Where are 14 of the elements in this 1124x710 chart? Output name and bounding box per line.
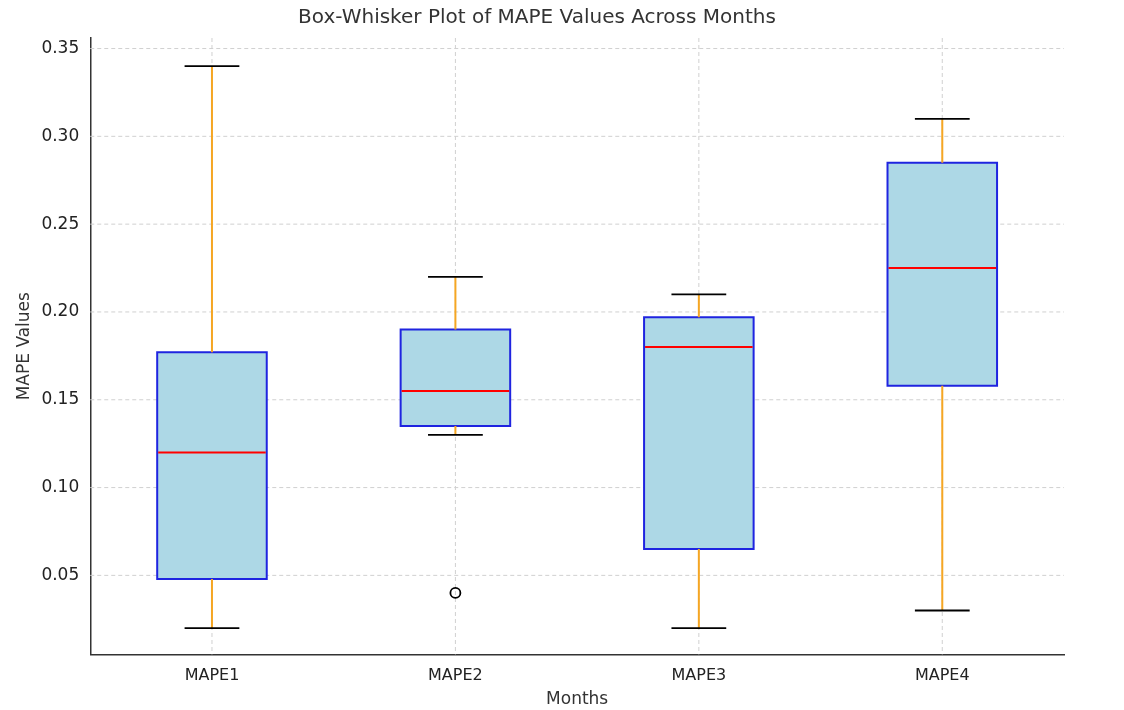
y-tick-label: 0.20 (41, 300, 80, 321)
y-axis-title: MAPE Values (12, 291, 33, 401)
x-tick-label: MAPE3 (671, 665, 727, 685)
y-tick-label: 0.25 (41, 212, 80, 233)
y-tick-label: 0.15 (41, 388, 80, 409)
y-tick-label: 0.10 (41, 475, 80, 496)
y-tick-label: 0.05 (41, 563, 80, 584)
y-tick-label: 0.35 (41, 36, 80, 57)
x-tick-label: MAPE2 (428, 665, 483, 685)
x-axis-title: Months (546, 688, 609, 709)
y-tick-label: 0.30 (41, 124, 80, 145)
x-tick-label: MAPE1 (184, 665, 240, 685)
x-tick-label: MAPE4 (914, 665, 970, 685)
chart-title: Box-Whisker Plot of MAPE Values Across Months (298, 4, 776, 29)
